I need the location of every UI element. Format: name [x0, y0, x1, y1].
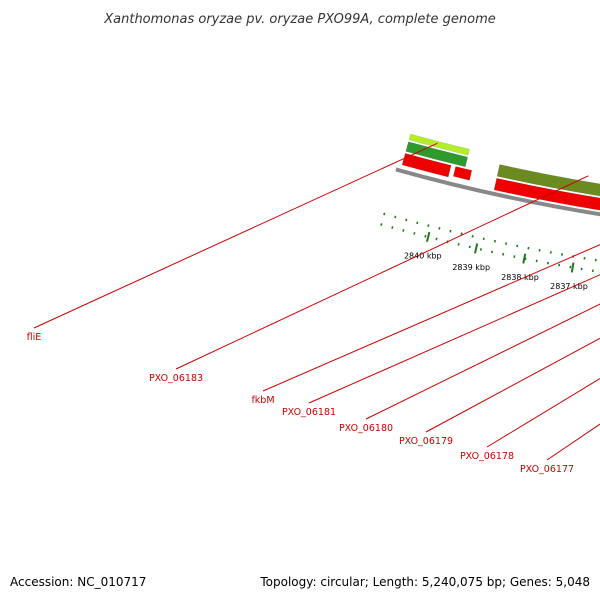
gene-label: PXO_06179 — [399, 436, 453, 447]
accession-text: Accession: NC_010717 — [10, 575, 146, 589]
major-tick — [522, 253, 527, 264]
feature-layer — [401, 133, 600, 211]
tick-label: 2840 kbp — [404, 251, 442, 260]
map-title: Xanthomonas oryzae pv. oryzae PXO99A, co… — [103, 12, 496, 27]
gene-lime — [408, 133, 470, 156]
tick-label: 2838 kbp — [501, 273, 539, 282]
gene-label: PXO_06183 — [149, 373, 203, 384]
label-leader-line — [308, 274, 600, 404]
label-leader-line — [486, 377, 600, 448]
gene-label: fkbM — [251, 395, 274, 406]
tick-label: 2839 kbp — [452, 263, 490, 272]
genome-summary-text: Topology: circular; Length: 5,240,075 bp… — [259, 575, 590, 589]
label-leader-line — [175, 175, 589, 370]
major-tick — [570, 262, 575, 273]
gene-label: PXO_06181 — [282, 407, 336, 418]
gene-arrow-1 — [401, 153, 452, 178]
label-leader-line — [546, 423, 600, 461]
gene-pxo06183-cds — [493, 177, 600, 211]
major-tick — [425, 231, 431, 243]
gene-arrow-2 — [452, 166, 473, 181]
major-tick — [474, 243, 479, 254]
gene-label: PXO_06178 — [460, 451, 514, 462]
gene-pxo06183 — [496, 164, 600, 197]
backbone-layer — [395, 167, 600, 217]
gene-label: PXO_06177 — [520, 464, 574, 475]
tick-label: 2837 kbp — [550, 282, 588, 291]
gene-label: fliE — [27, 332, 42, 343]
label-leader-line — [262, 244, 600, 392]
label-leader-line — [33, 142, 438, 329]
gene-green — [405, 141, 469, 168]
gene-label: PXO_06180 — [339, 423, 393, 434]
label-leader-line — [365, 303, 600, 420]
label-leader-line — [425, 337, 600, 433]
backbone-arc — [395, 167, 600, 217]
inner-tick-ring — [383, 212, 600, 262]
